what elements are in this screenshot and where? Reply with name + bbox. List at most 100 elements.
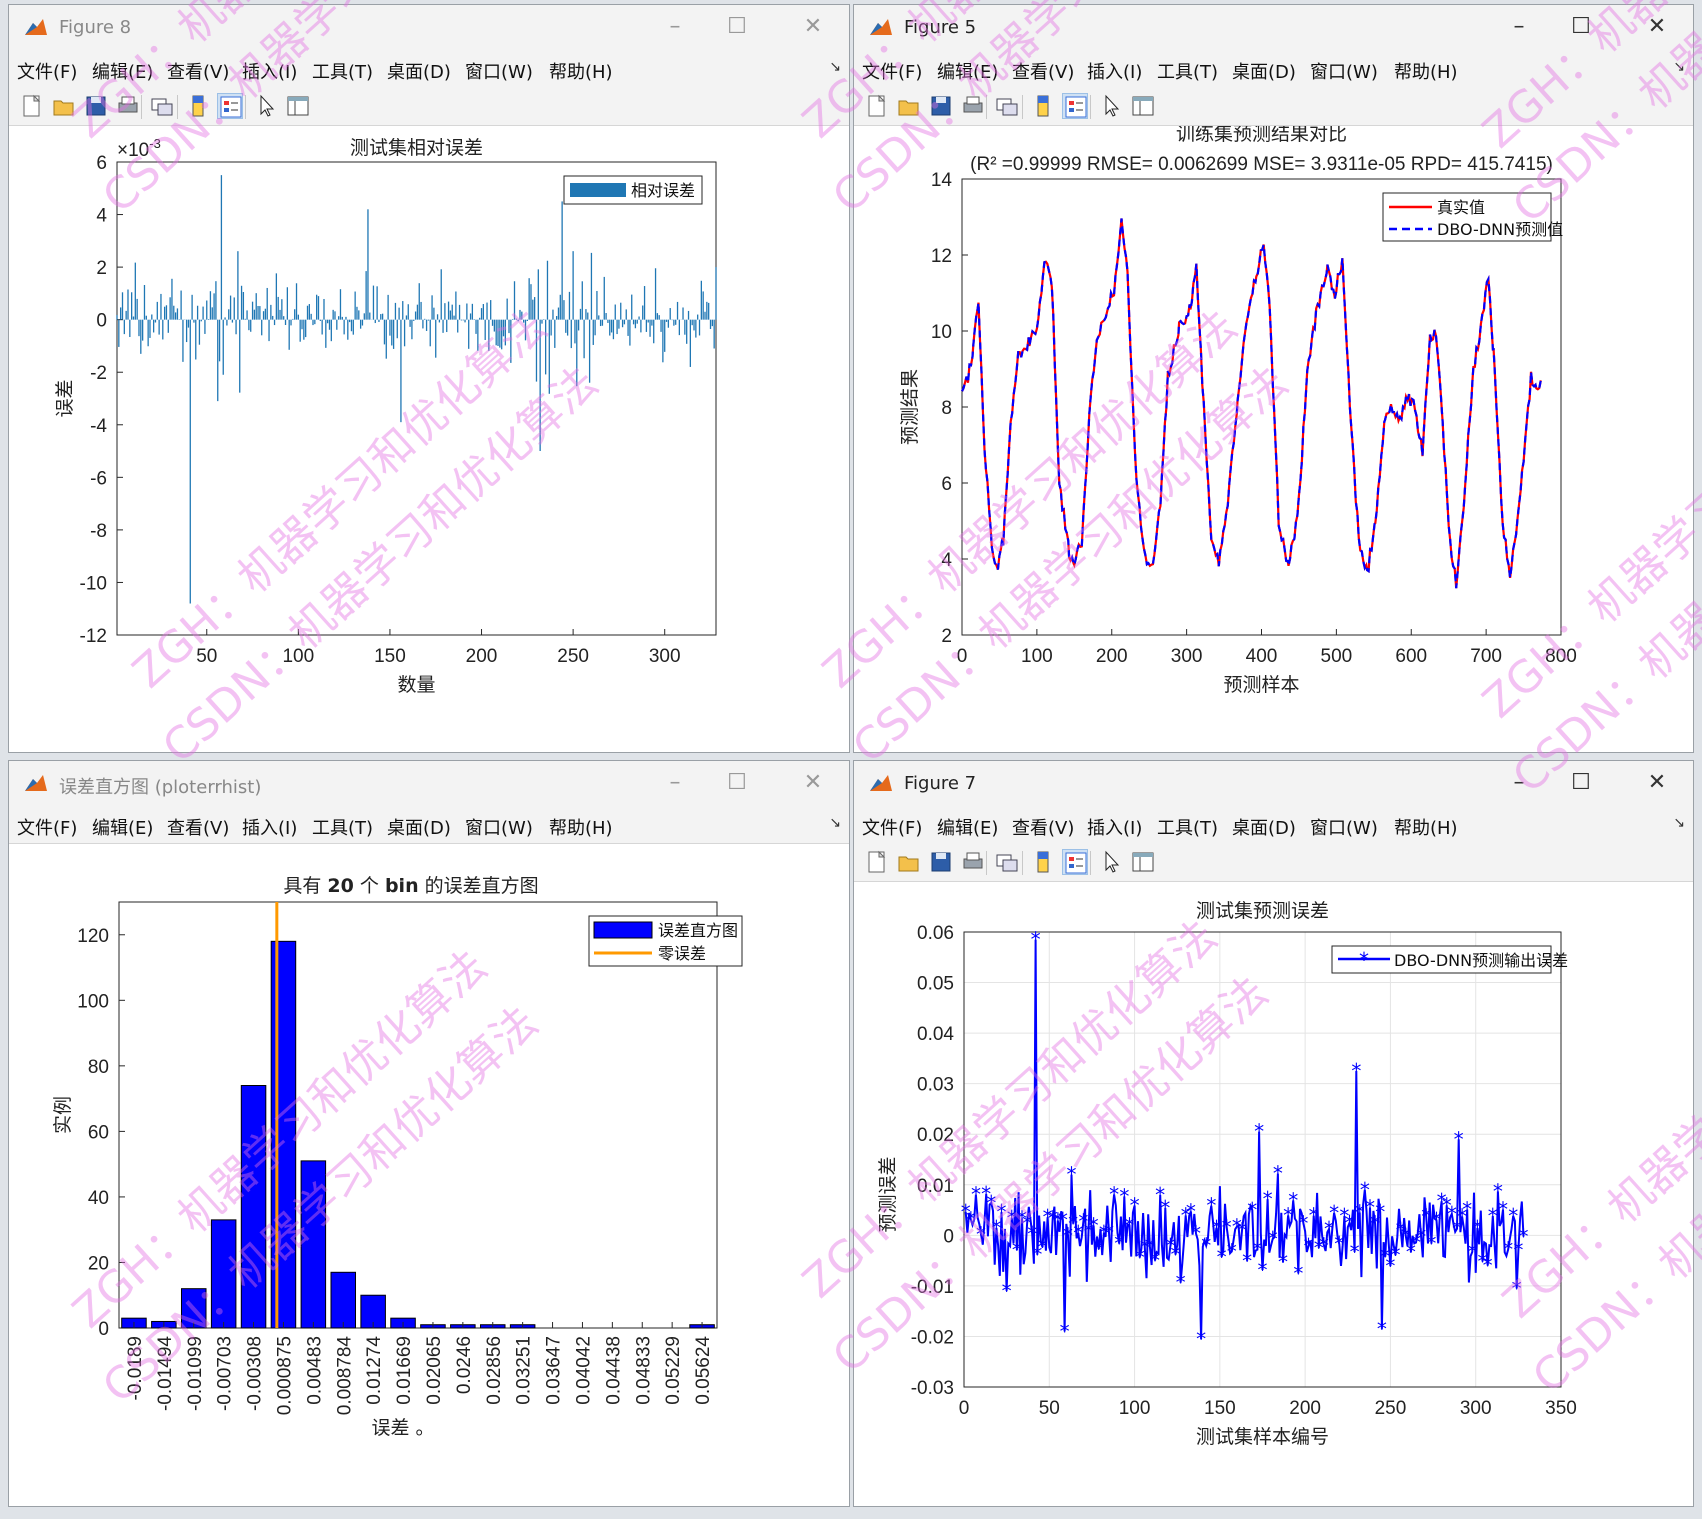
legend-icon[interactable] bbox=[1062, 849, 1088, 875]
figure-canvas[interactable]: 测试集预测误差 0 50 100 150 200 250 300 350 0.06 0.05 0.04… bbox=[854, 882, 1693, 1506]
x-axis-label: 测试集样本编号 bbox=[1196, 1426, 1329, 1448]
colorbar-icon[interactable] bbox=[185, 93, 211, 119]
menu-overflow-icon[interactable]: ↘ bbox=[1673, 59, 1685, 75]
open-file-icon[interactable] bbox=[51, 93, 77, 119]
x-tick-label: 200 bbox=[1096, 646, 1128, 667]
menu-file[interactable]: 文件(F) bbox=[17, 62, 78, 83]
x-tick-label: 100 bbox=[1119, 1398, 1151, 1419]
pointer-icon[interactable] bbox=[253, 93, 279, 119]
title-bar[interactable]: Figure 8 – ☐ ✕ bbox=[9, 5, 849, 53]
minimize-button[interactable]: – bbox=[1513, 770, 1525, 795]
toolbar-separator bbox=[141, 95, 142, 119]
menu-desktop[interactable]: 桌面(D) bbox=[387, 818, 451, 839]
save-icon[interactable] bbox=[83, 93, 109, 119]
menu-file[interactable]: 文件(F) bbox=[17, 818, 78, 839]
error-marker: * bbox=[1462, 1198, 1472, 1222]
legend-swatch bbox=[570, 183, 626, 197]
minimize-button[interactable]: – bbox=[669, 770, 681, 795]
menu-window[interactable]: 窗口(W) bbox=[465, 818, 533, 839]
new-figure-icon[interactable] bbox=[19, 93, 45, 119]
close-button[interactable]: ✕ bbox=[1647, 770, 1667, 795]
colorbar-icon[interactable] bbox=[1030, 849, 1056, 875]
error-histogram-window: 误差直方图 (ploterrhist) – ☐ ✕ 文件(F) 编辑(E) 查看(V… bbox=[8, 760, 850, 1507]
error-marker: * bbox=[966, 1207, 976, 1231]
minimize-button[interactable]: – bbox=[1513, 14, 1525, 39]
menu-edit[interactable]: 编辑(E) bbox=[937, 818, 999, 839]
close-button[interactable]: ✕ bbox=[1647, 14, 1667, 39]
legend-icon[interactable] bbox=[1062, 93, 1088, 119]
maximize-button[interactable]: ☐ bbox=[727, 770, 747, 795]
menu-help[interactable]: 帮助(H) bbox=[549, 62, 613, 83]
menu-window[interactable]: 窗口(W) bbox=[1310, 62, 1378, 83]
y-tick-label: 80 bbox=[88, 1057, 109, 1078]
figure-canvas[interactable]: 具有 20 个 bin 的误差直方图 0 20 40 60 80 100 120 实例 -0.01… bbox=[9, 843, 849, 1506]
menu-view[interactable]: 查看(V) bbox=[167, 818, 230, 839]
minimize-button[interactable]: – bbox=[669, 14, 681, 39]
property-editor-icon[interactable] bbox=[1130, 849, 1156, 875]
error-marker: * bbox=[1084, 1219, 1094, 1243]
new-figure-icon[interactable] bbox=[864, 849, 890, 875]
menu-help[interactable]: 帮助(H) bbox=[549, 818, 613, 839]
title-bar[interactable]: Figure 5 – ☐ ✕ bbox=[854, 5, 1693, 53]
close-button[interactable]: ✕ bbox=[803, 14, 823, 39]
menu-tools[interactable]: 工具(T) bbox=[312, 818, 374, 839]
maximize-button[interactable]: ☐ bbox=[727, 14, 747, 39]
y-tick-label: 12 bbox=[931, 246, 952, 267]
menu-tools[interactable]: 工具(T) bbox=[312, 62, 374, 83]
menu-view[interactable]: 查看(V) bbox=[1012, 62, 1075, 83]
menu-insert[interactable]: 插入(I) bbox=[242, 818, 298, 839]
menu-view[interactable]: 查看(V) bbox=[1012, 818, 1075, 839]
menu-edit[interactable]: 编辑(E) bbox=[92, 818, 154, 839]
menu-overflow-icon[interactable]: ↘ bbox=[829, 59, 841, 75]
new-figure-icon[interactable] bbox=[864, 93, 890, 119]
link-plot-icon[interactable] bbox=[149, 93, 175, 119]
x-tick-label: 100 bbox=[1021, 646, 1053, 667]
menu-insert[interactable]: 插入(I) bbox=[242, 62, 298, 83]
save-icon[interactable] bbox=[928, 849, 954, 875]
figure-canvas[interactable]: 测试集相对误差 ×10-3 50 100 150 200 250 300 6 4 2 0 -2 -4 -6 -… bbox=[9, 126, 849, 752]
open-file-icon[interactable] bbox=[896, 849, 922, 875]
menu-view[interactable]: 查看(V) bbox=[167, 62, 230, 83]
pointer-icon[interactable] bbox=[1098, 93, 1124, 119]
menu-file[interactable]: 文件(F) bbox=[862, 818, 923, 839]
print-icon[interactable] bbox=[960, 93, 986, 119]
menu-tools[interactable]: 工具(T) bbox=[1157, 62, 1219, 83]
print-icon[interactable] bbox=[960, 849, 986, 875]
error-marker: * bbox=[1222, 1215, 1232, 1239]
maximize-button[interactable]: ☐ bbox=[1571, 770, 1591, 795]
menu-overflow-icon[interactable]: ↘ bbox=[1673, 815, 1685, 831]
menu-edit[interactable]: 编辑(E) bbox=[92, 62, 154, 83]
title-bar[interactable]: 误差直方图 (ploterrhist) – ☐ ✕ bbox=[9, 761, 849, 809]
menu-window[interactable]: 窗口(W) bbox=[1310, 818, 1378, 839]
print-icon[interactable] bbox=[115, 93, 141, 119]
menu-edit[interactable]: 编辑(E) bbox=[937, 62, 999, 83]
menu-tools[interactable]: 工具(T) bbox=[1157, 818, 1219, 839]
property-editor-icon[interactable] bbox=[1130, 93, 1156, 119]
menu-desktop[interactable]: 桌面(D) bbox=[387, 62, 451, 83]
menu-insert[interactable]: 插入(I) bbox=[1087, 818, 1143, 839]
maximize-button[interactable]: ☐ bbox=[1571, 14, 1591, 39]
title-bar[interactable]: Figure 7 – ☐ ✕ bbox=[854, 761, 1693, 809]
menu-file[interactable]: 文件(F) bbox=[862, 62, 923, 83]
error-marker: * bbox=[1350, 1240, 1360, 1264]
error-marker: * bbox=[1140, 1235, 1150, 1259]
menu-insert[interactable]: 插入(I) bbox=[1087, 62, 1143, 83]
open-file-icon[interactable] bbox=[896, 93, 922, 119]
link-plot-icon[interactable] bbox=[994, 849, 1020, 875]
menu-help[interactable]: 帮助(H) bbox=[1394, 818, 1458, 839]
menu-desktop[interactable]: 桌面(D) bbox=[1232, 818, 1296, 839]
save-icon[interactable] bbox=[928, 93, 954, 119]
figure-canvas[interactable]: 训练集预测结果对比 (R² =0.99999 RMSE= 0.0062699 MS… bbox=[854, 126, 1693, 752]
menu-help[interactable]: 帮助(H) bbox=[1394, 62, 1458, 83]
menu-desktop[interactable]: 桌面(D) bbox=[1232, 62, 1296, 83]
legend-label: DBO-DNN预测输出误差 bbox=[1394, 951, 1568, 970]
error-marker: * bbox=[1017, 1206, 1027, 1230]
menu-overflow-icon[interactable]: ↘ bbox=[829, 815, 841, 831]
pointer-icon[interactable] bbox=[1098, 849, 1124, 875]
property-editor-icon[interactable] bbox=[285, 93, 311, 119]
colorbar-icon[interactable] bbox=[1030, 93, 1056, 119]
link-plot-icon[interactable] bbox=[994, 93, 1020, 119]
menu-window[interactable]: 窗口(W) bbox=[465, 62, 533, 83]
close-button[interactable]: ✕ bbox=[803, 770, 823, 795]
legend-icon[interactable] bbox=[217, 93, 243, 119]
